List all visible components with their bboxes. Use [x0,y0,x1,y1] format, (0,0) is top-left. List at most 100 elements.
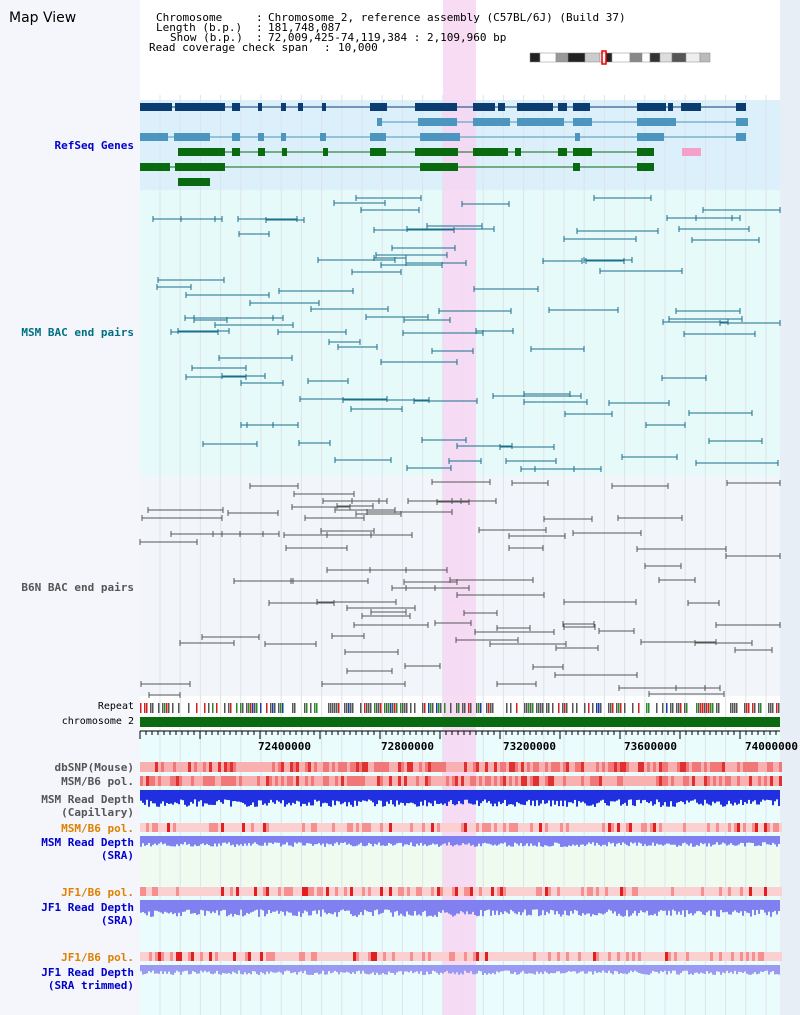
polymorphism-cell [200,952,203,961]
track-label-msm-bac[interactable]: MSM BAC end pairs [21,326,134,339]
polymorphism-cell [683,762,686,772]
read-depth-bar [718,900,720,917]
read-depth-bar [276,836,278,843]
read-depth-bar [280,790,282,804]
read-depth-bar [298,900,300,912]
read-depth-bar [254,836,256,843]
polymorphism-cell [215,887,218,896]
read-depth-bar [238,965,240,971]
read-depth-bar [382,900,384,913]
read-depth-bar [452,836,454,847]
read-depth-bar [698,965,700,974]
read-depth-bar [718,965,720,972]
read-depth-bar [160,836,162,843]
read-depth-bar [496,836,498,846]
read-depth-bar [728,900,730,915]
read-depth-bar [722,836,724,843]
polymorphism-cell [389,762,392,772]
read-depth-bar [576,900,578,911]
read-depth-bar [556,900,558,912]
polymorphism-cell [188,952,191,961]
polymorphism-cell [392,762,395,772]
polymorphism-cell [521,776,524,786]
track-label-refseq[interactable]: RefSeq Genes [54,139,134,152]
read-depth-bar [456,790,458,805]
polymorphism-cell [677,776,680,786]
repeat-element [752,703,754,713]
polymorphism-cell [254,776,257,786]
polymorphism-cell [761,762,764,772]
read-depth-bar [182,836,184,845]
polymorphism-cell [263,776,266,786]
polymorphism-cell [566,762,569,772]
read-depth-bar [412,790,414,804]
repeat-element [708,703,710,713]
polymorphism-cell [494,762,497,772]
polymorphism-cell [419,887,422,896]
polymorphism-cell [362,952,365,961]
read-depth-bar [252,790,254,803]
polymorphism-cell [149,762,152,772]
read-depth-bar [464,790,466,800]
read-depth-bar [354,900,356,916]
polymorphism-cell [206,776,209,786]
read-depth-bar [614,965,616,971]
read-depth-bar [184,790,186,805]
read-depth-bar [758,965,760,974]
read-depth-bar [610,965,612,974]
gene-exon [637,118,676,126]
read-depth-bar [304,965,306,971]
repeat-element [428,703,430,713]
read-depth-bar [378,790,380,801]
polymorphism-cell [536,952,539,961]
polymorphism-cell [155,952,158,961]
polymorphism-cell [659,762,662,772]
read-depth-bar [242,900,244,917]
repeat-element [770,703,772,713]
read-depth-bar [340,836,342,843]
repeat-element [638,703,640,713]
polymorphism-cell [491,887,494,896]
read-depth-bar [566,900,568,916]
read-depth-bar [650,900,652,915]
read-depth-bar [716,900,718,917]
read-depth-bar [292,836,294,847]
read-depth-bar [482,836,484,844]
polymorphism-cell [560,762,563,772]
read-depth-bar [642,965,644,975]
read-depth-bar [476,790,478,801]
polymorphism-cell [707,952,710,961]
polymorphism-cell [413,952,416,961]
polymorphism-cell [359,823,362,832]
polymorphism-cell [536,776,539,786]
read-depth-bar [340,790,342,805]
read-depth-bar [712,836,714,845]
read-depth-bar [698,836,700,846]
polymorphism-cell [347,823,350,832]
read-depth-bar [230,900,232,914]
polymorphism-cell [725,887,728,896]
polymorphism-cell [290,823,293,832]
gene-exon [140,163,170,171]
read-depth-bar [240,836,242,845]
read-depth-bar [438,965,440,975]
polymorphism-cell [707,887,710,896]
read-depth-bar [764,836,766,843]
read-depth-bar [708,790,710,805]
read-depth-bar [316,836,318,845]
polymorphism-cell [515,776,518,786]
polymorphism-cell [218,823,221,832]
read-depth-bar [750,836,752,843]
polymorphism-cell [599,762,602,772]
read-depth-bar [198,790,200,802]
repeat-element [224,703,226,713]
polymorphism-cell [365,762,368,772]
polymorphism-cell [332,823,335,832]
track-label-b6n-bac[interactable]: B6N BAC end pairs [21,581,134,594]
repeat-element [390,703,392,713]
read-depth-bar [392,965,394,973]
polymorphism-cell [272,952,275,961]
read-depth-bar [542,790,544,801]
read-depth-bar [604,965,606,973]
